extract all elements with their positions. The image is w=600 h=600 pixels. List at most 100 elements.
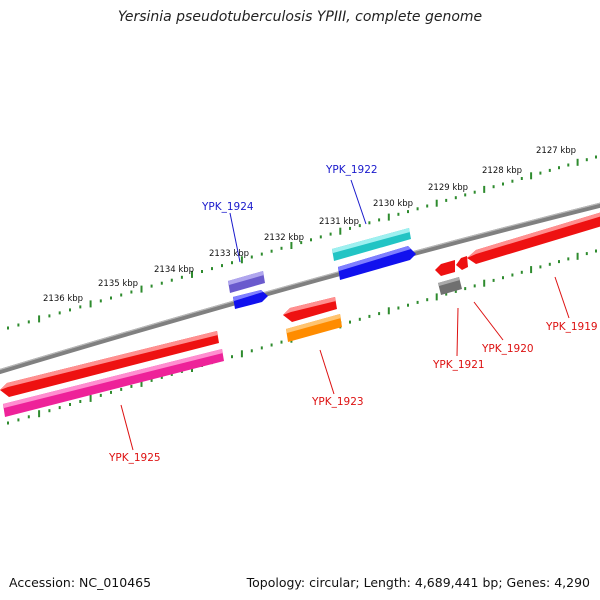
- forward-tick: [130, 290, 133, 294]
- reverse-tick: [349, 320, 351, 324]
- reverse-tick: [58, 406, 61, 410]
- forward-tick: [339, 227, 342, 235]
- reverse-tick: [130, 384, 133, 388]
- forward-tick: [170, 278, 173, 282]
- forward-tick: [201, 270, 203, 273]
- reverse-tick: [576, 252, 579, 260]
- reverse-tick: [79, 400, 82, 403]
- forward-tick: [250, 255, 253, 259]
- reverse-tick: [407, 303, 409, 307]
- reverse-tick: [240, 350, 243, 358]
- forward-tick: [502, 182, 504, 186]
- gene-ypk-1920[interactable]: [456, 256, 468, 270]
- gene-label-ypk-1919[interactable]: YPK_1919: [545, 321, 598, 333]
- forward-tick: [492, 185, 495, 189]
- reverse-tick: [7, 421, 9, 425]
- kbp-label-2131: 2131 kbp: [319, 217, 359, 227]
- reverse-tick: [548, 262, 551, 266]
- kbp-label-2130: 2130 kbp: [373, 199, 413, 209]
- kbp-labels: 2127 kbp 2128 kbp 2129 kbp 2130 kbp 2131…: [43, 146, 576, 304]
- gene-ypk-1922-blue[interactable]: [338, 246, 416, 280]
- kbp-label-2128: 2128 kbp: [482, 166, 522, 176]
- forward-tick: [48, 314, 51, 318]
- reverse-tick: [358, 317, 361, 321]
- gene-label-ypk-1923[interactable]: YPK_1923: [311, 396, 364, 408]
- reverse-tick: [260, 346, 263, 350]
- forward-tick: [300, 241, 303, 245]
- forward-tick: [483, 185, 486, 193]
- forward-tick: [558, 166, 560, 170]
- forward-tick: [99, 299, 102, 303]
- reverse-tick: [120, 387, 123, 391]
- forward-tick-track: [7, 155, 597, 330]
- forward-tick: [89, 300, 92, 308]
- accession-text: Accession: NC_010465: [9, 575, 152, 590]
- reverse-tick: [231, 355, 233, 359]
- forward-tick: [358, 224, 361, 228]
- gene-labels: YPK_1922 YPK_1924 YPK_1919 YPK_1920 YPK_…: [108, 164, 598, 464]
- forward-tick: [211, 267, 213, 271]
- reverse-tick: [454, 289, 457, 293]
- reverse-tick: [483, 279, 486, 287]
- forward-tick: [319, 235, 322, 239]
- forward-tick: [454, 196, 457, 200]
- reverse-tick: [539, 265, 542, 269]
- reverse-tick: [48, 409, 51, 413]
- kbp-label-2134: 2134 kbp: [154, 265, 194, 275]
- forward-tick: [585, 158, 588, 162]
- forward-tick: [407, 210, 409, 214]
- forward-tick: [280, 246, 283, 250]
- forward-tick: [548, 168, 551, 172]
- forward-tick: [595, 155, 597, 159]
- reverse-tick: [585, 252, 588, 256]
- gene-ypk-1921-red[interactable]: [435, 260, 455, 276]
- gene-label-ypk-1922[interactable]: YPK_1922: [325, 164, 378, 176]
- kbp-label-2136: 2136 kbp: [43, 294, 83, 304]
- reverse-tick: [160, 375, 163, 379]
- kbp-label-2129: 2129 kbp: [428, 183, 468, 193]
- forward-tick: [38, 315, 41, 323]
- reverse-tick: [110, 390, 112, 394]
- reverse-tick: [511, 273, 514, 277]
- forward-tick: [310, 238, 312, 242]
- gene-label-ypk-1920[interactable]: YPK_1920: [481, 343, 534, 355]
- gene-ypk-1924-blue[interactable]: [233, 290, 268, 309]
- forward-tick: [520, 177, 523, 180]
- forward-tick: [290, 242, 293, 249]
- forward-tick: [464, 193, 467, 197]
- gene-label-ypk-1924[interactable]: YPK_1924: [201, 201, 254, 213]
- reverse-tick: [387, 307, 390, 315]
- reverse-tick: [473, 284, 476, 288]
- kbp-label-2127: 2127 kbp: [536, 146, 576, 156]
- reverse-tick: [397, 306, 400, 310]
- reverse-tick: [520, 270, 523, 274]
- forward-tick: [79, 305, 82, 309]
- forward-tick: [473, 190, 476, 194]
- forward-tick: [435, 199, 438, 207]
- reverse-tick: [502, 276, 504, 280]
- reverse-tick: [250, 349, 253, 353]
- forward-tick: [69, 308, 71, 312]
- forward-tick: [221, 264, 223, 268]
- gene-label-ypk-1921[interactable]: YPK_1921: [432, 359, 485, 371]
- reverse-tick: [150, 378, 153, 382]
- forward-tick: [7, 326, 9, 330]
- reverse-tick: [558, 260, 560, 264]
- forward-tick: [416, 207, 419, 211]
- forward-tick: [445, 198, 448, 202]
- forward-tick: [511, 179, 514, 183]
- forward-tick: [231, 261, 233, 265]
- reverse-tick: [27, 415, 30, 419]
- reverse-tick: [170, 372, 173, 376]
- gene-label-ypk-1925[interactable]: YPK_1925: [108, 452, 161, 464]
- forward-tick: [576, 158, 579, 166]
- forward-tick: [110, 296, 112, 300]
- genome-backbone: [0, 202, 600, 375]
- forward-tick: [27, 320, 30, 324]
- reverse-tick: [567, 257, 570, 261]
- forward-tick: [160, 281, 163, 285]
- reverse-tick: [140, 379, 143, 387]
- reverse-tick: [99, 393, 102, 397]
- forward-tick: [426, 204, 429, 208]
